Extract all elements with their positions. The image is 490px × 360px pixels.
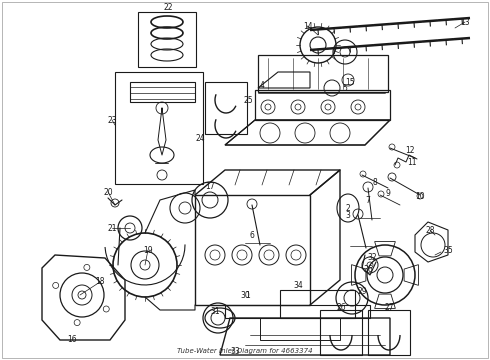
Text: 22: 22: [163, 3, 173, 12]
Text: 32: 32: [367, 253, 377, 262]
Text: 33: 33: [230, 347, 240, 356]
Text: 14: 14: [303, 22, 313, 31]
Text: 18: 18: [95, 278, 105, 287]
Text: 15: 15: [345, 77, 355, 86]
Text: Tube-Water Inlet Diagram for 4663374: Tube-Water Inlet Diagram for 4663374: [177, 348, 313, 354]
Text: 8: 8: [372, 177, 377, 186]
Bar: [320, 310, 362, 355]
Text: 29: 29: [357, 288, 367, 297]
Text: 28: 28: [425, 225, 435, 234]
Text: 30: 30: [240, 291, 250, 300]
Bar: [205, 82, 247, 134]
Bar: [115, 72, 203, 184]
Text: 6: 6: [249, 230, 254, 239]
Text: 19: 19: [143, 246, 153, 255]
Text: 4: 4: [260, 81, 265, 90]
Text: 24: 24: [195, 134, 205, 143]
Text: 20: 20: [103, 188, 113, 197]
Text: 36: 36: [363, 266, 373, 274]
Text: 5: 5: [343, 84, 347, 93]
Bar: [138, 12, 196, 67]
Text: 11: 11: [407, 158, 417, 166]
Text: 2: 2: [345, 203, 350, 212]
Text: 1: 1: [245, 292, 250, 301]
Text: 13: 13: [460, 18, 470, 27]
Text: 26: 26: [336, 303, 346, 312]
Text: 17: 17: [205, 181, 215, 190]
Text: 35: 35: [443, 246, 453, 255]
Text: 12: 12: [405, 145, 415, 154]
Text: 34: 34: [293, 280, 303, 289]
Text: 16: 16: [67, 336, 77, 345]
Text: 31: 31: [210, 307, 220, 316]
Text: 27: 27: [384, 303, 394, 312]
Bar: [368, 310, 410, 355]
Text: 7: 7: [366, 195, 370, 204]
Text: 9: 9: [386, 189, 391, 198]
Text: 25: 25: [243, 95, 253, 104]
Text: 21: 21: [107, 224, 117, 233]
Text: 3: 3: [345, 211, 350, 220]
Text: 23: 23: [107, 116, 117, 125]
Text: 10: 10: [415, 192, 425, 201]
